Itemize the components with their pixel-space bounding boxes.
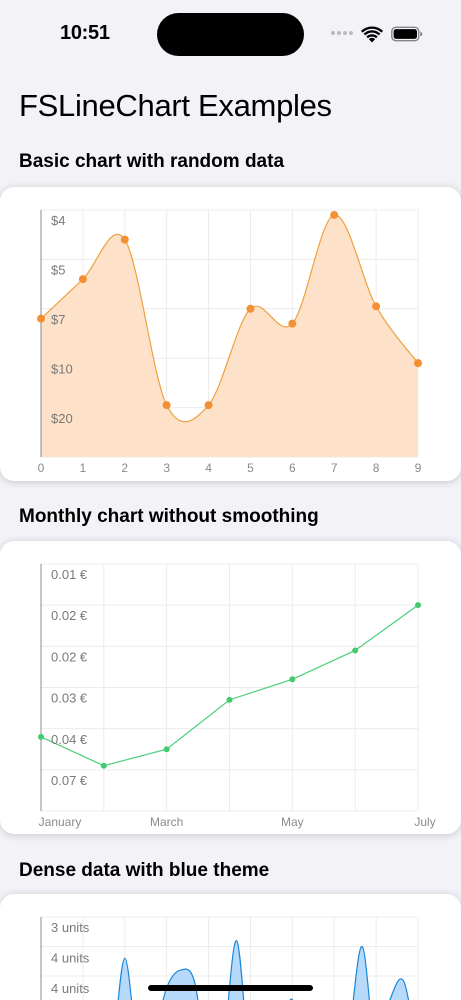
chart-data-point xyxy=(330,210,339,219)
cellular-signal-icon xyxy=(331,31,353,37)
chart-data-point xyxy=(226,696,233,703)
home-indicator xyxy=(148,985,313,991)
x-tick-label: 3 xyxy=(163,461,170,475)
y-tick-label: 0.02 € xyxy=(51,649,88,664)
chart-series-line xyxy=(40,214,419,423)
status-time: 10:51 xyxy=(60,22,110,44)
x-tick-label: July xyxy=(414,815,435,829)
chart-data-point xyxy=(100,762,107,769)
chart-data-point xyxy=(120,235,129,244)
x-tick-label: March xyxy=(150,815,183,829)
x-tick-label: 4 xyxy=(205,461,212,475)
x-tick-label: May xyxy=(281,815,304,829)
x-tick-label: 0 xyxy=(38,461,45,475)
chart-area-fill xyxy=(41,214,418,457)
chart-data-point xyxy=(246,304,255,313)
status-bar: 10:51 xyxy=(0,0,461,70)
y-tick-label: 4 units xyxy=(51,981,90,996)
chart-data-point xyxy=(414,359,422,368)
chart-data-point xyxy=(37,314,45,323)
y-tick-label: $20 xyxy=(51,411,73,426)
x-tick-label: 2 xyxy=(121,461,128,475)
x-tick-label: 1 xyxy=(80,461,87,475)
chart-card-monthly: 0.01 € 0.02 € 0.02 € 0.03 € 0.04 € 0.07 € Janu… xyxy=(0,541,461,834)
battery-icon xyxy=(391,26,423,42)
chart-data-point xyxy=(78,275,87,284)
y-tick-label: 0.04 € xyxy=(51,732,88,747)
y-tick-label: $7 xyxy=(51,312,65,327)
chart-data-point xyxy=(38,733,44,740)
chart-data-point xyxy=(163,746,170,753)
line-chart-basic: $4 $5 $7 $10 $20 0 1 2 3 4 5 6 7 8 9 xyxy=(37,209,422,475)
y-tick-label: $10 xyxy=(51,362,73,377)
x-tick-label: 5 xyxy=(247,461,254,475)
y-tick-label: 3 units xyxy=(51,920,90,935)
x-tick-label: 8 xyxy=(373,461,380,475)
y-tick-label: 0.03 € xyxy=(51,691,88,706)
x-tick-label: January xyxy=(39,815,82,829)
chart-data-point xyxy=(204,401,213,410)
x-tick-label: 9 xyxy=(415,461,422,475)
chart-data-point xyxy=(162,401,171,410)
y-tick-label: 0.07 € xyxy=(51,773,88,788)
page-title: FSLineChart Examples xyxy=(19,88,332,123)
chart-data-point xyxy=(415,602,421,609)
x-tick-label: 6 xyxy=(289,461,296,475)
dynamic-island xyxy=(157,13,304,56)
x-tick-label: 7 xyxy=(331,461,338,475)
y-tick-label: 0.02 € xyxy=(51,608,88,623)
line-chart-monthly: 0.01 € 0.02 € 0.02 € 0.03 € 0.04 € 0.07 € Janu… xyxy=(38,563,436,829)
chart-series-line xyxy=(117,939,410,1000)
wifi-icon xyxy=(361,26,383,43)
y-tick-label: $5 xyxy=(51,263,65,278)
chart-data-point xyxy=(289,676,296,683)
section-title-monthly: Monthly chart without smoothing xyxy=(19,506,319,527)
chart-data-point xyxy=(288,319,297,328)
y-tick-label: 4 units xyxy=(51,951,90,966)
y-tick-label: 0.01 € xyxy=(51,567,88,582)
section-title-basic: Basic chart with random data xyxy=(19,151,285,172)
chart-card-basic: $4 $5 $7 $10 $20 0 1 2 3 4 5 6 7 8 9 xyxy=(0,187,461,481)
y-tick-label: $4 xyxy=(51,213,65,228)
section-title-dense: Dense data with blue theme xyxy=(19,860,270,881)
chart-data-point xyxy=(352,647,359,654)
chart-data-point xyxy=(372,302,381,311)
